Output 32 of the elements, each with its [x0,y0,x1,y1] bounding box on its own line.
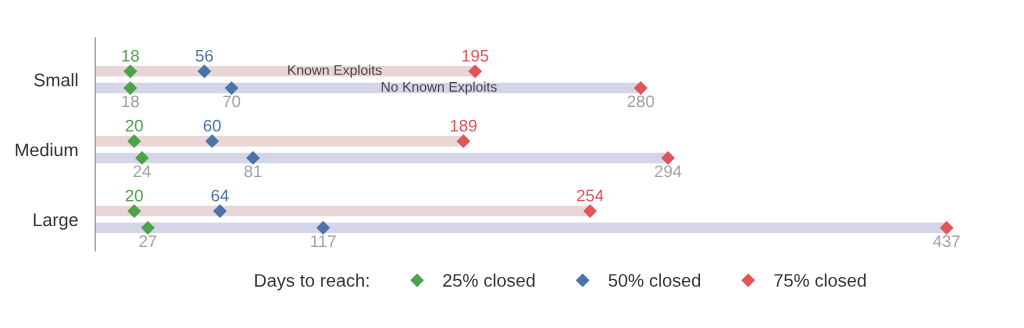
y-tick-label: Small [34,73,78,87]
data-label: 117 [311,235,336,247]
data-label: 18 [122,95,139,108]
bar [95,66,476,77]
data-label: 20 [125,189,143,202]
data-label: 189 [450,119,477,132]
series-label: No Known Exploits [381,81,497,95]
bar [95,135,464,147]
data-label: 437 [933,235,960,248]
data-label: 60 [203,119,221,132]
data-label: 18 [122,49,139,62]
data-label: 280 [627,95,654,108]
data-label: 56 [195,49,213,62]
data-label: 70 [223,95,241,108]
legend-title: Days to reach: [255,273,369,291]
legend-label: 75% closed [774,273,866,287]
data-label: 64 [211,189,229,202]
data-label: 20 [125,119,143,132]
data-label: 294 [654,165,682,178]
series-label: Known Exploits [288,64,382,78]
data-label: 81 [244,165,262,178]
data-label: 254 [577,189,604,202]
data-label: 195 [462,49,489,62]
legend-label: 25% closed [443,273,535,287]
y-tick-label: Large [33,213,78,230]
legend-label: 50% closed [608,273,701,287]
data-label: 24 [133,165,151,178]
bar [95,152,669,164]
y-tick-label: Medium [15,143,78,157]
bar [95,205,591,217]
bar [95,222,947,234]
data-label: 27 [139,235,157,247]
